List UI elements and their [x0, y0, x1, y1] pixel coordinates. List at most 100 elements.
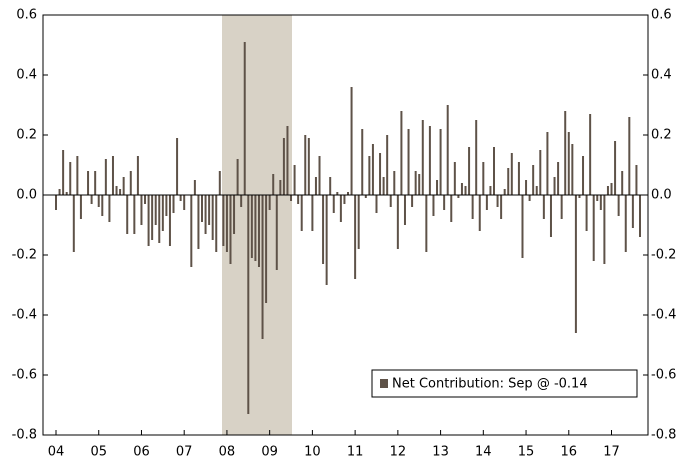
- bar: [396, 195, 399, 249]
- bar: [411, 195, 414, 207]
- bar: [400, 111, 403, 195]
- bar: [222, 195, 225, 246]
- y-tick-label: 0.0: [16, 188, 37, 203]
- x-tick-label: 10: [304, 445, 321, 460]
- bar: [610, 183, 613, 195]
- bar: [72, 195, 75, 252]
- bar: [332, 195, 335, 213]
- bar: [318, 156, 321, 195]
- bar: [311, 195, 314, 231]
- bar: [94, 171, 97, 195]
- bar: [172, 195, 175, 213]
- bar: [482, 162, 485, 195]
- y2-tick-label: -0.8: [651, 428, 676, 443]
- bar: [147, 195, 150, 246]
- y-tick-label: -0.8: [12, 428, 37, 443]
- y-tick-label: -0.6: [12, 368, 37, 383]
- bar: [596, 195, 599, 201]
- bar: [375, 195, 378, 213]
- bar: [236, 159, 239, 195]
- y2-tick-label: 0.0: [651, 188, 672, 203]
- bar: [532, 165, 535, 195]
- x-tick-label: 16: [561, 445, 578, 460]
- bar: [300, 195, 303, 231]
- bar: [624, 195, 627, 252]
- bar: [464, 186, 467, 195]
- bar: [304, 135, 307, 195]
- bar: [542, 195, 545, 219]
- y2-tick-label: 0.6: [651, 8, 672, 23]
- bar: [297, 195, 300, 204]
- bar: [151, 195, 154, 240]
- bar: [382, 177, 385, 195]
- bar: [621, 171, 624, 195]
- bar: [614, 141, 617, 195]
- bar: [225, 195, 228, 252]
- bar: [347, 192, 349, 195]
- bar: [229, 195, 232, 264]
- bar: [233, 195, 236, 234]
- bar: [560, 195, 563, 219]
- bar: [582, 156, 585, 195]
- bar: [428, 126, 431, 195]
- bar: [133, 195, 136, 234]
- bar: [201, 195, 203, 222]
- bar: [90, 195, 93, 204]
- bar: [218, 171, 221, 195]
- y-tick-label: -0.2: [12, 248, 37, 263]
- bar: [343, 195, 346, 204]
- bar: [204, 195, 207, 234]
- bar: [290, 195, 293, 201]
- bar: [432, 195, 435, 216]
- bar: [325, 195, 328, 285]
- y2-tick-label: 0.4: [651, 68, 672, 83]
- bar: [329, 177, 332, 195]
- bar: [528, 195, 531, 201]
- bar: [460, 183, 463, 195]
- bar: [485, 195, 488, 210]
- x-tick-label: 15: [518, 445, 535, 460]
- bar: [62, 150, 65, 195]
- bar: [136, 156, 139, 195]
- bar: [265, 195, 268, 303]
- bar: [418, 174, 421, 195]
- bar: [439, 129, 442, 195]
- bar: [564, 111, 567, 195]
- bar: [261, 195, 264, 339]
- legend-label: Net Contribution: Sep @ -0.14: [392, 377, 588, 392]
- bar: [161, 195, 164, 231]
- bar: [69, 162, 72, 195]
- bar: [364, 195, 367, 198]
- bar: [592, 195, 595, 261]
- bar: [425, 195, 428, 252]
- bar: [65, 192, 68, 195]
- bar: [158, 195, 161, 243]
- x-tick-label: 17: [603, 445, 620, 460]
- bar: [468, 147, 471, 195]
- bar: [268, 195, 271, 210]
- bar: [549, 195, 552, 237]
- x-tick-label: 13: [432, 445, 449, 460]
- bar: [493, 147, 495, 195]
- bar: [496, 195, 499, 207]
- bar: [314, 177, 317, 195]
- bar: [578, 195, 581, 198]
- bar: [393, 171, 396, 195]
- bar: [571, 144, 574, 195]
- bar: [144, 195, 147, 204]
- x-tick-label: 06: [133, 445, 150, 460]
- bar: [589, 114, 592, 195]
- bar: [407, 129, 410, 195]
- bar: [154, 195, 157, 225]
- bar: [500, 195, 503, 219]
- y2-tick-label: 0.2: [651, 128, 672, 143]
- bar: [574, 195, 577, 333]
- bar: [272, 174, 275, 195]
- x-tick-label: 04: [48, 445, 65, 460]
- bar: [179, 195, 182, 201]
- bar: [243, 42, 246, 195]
- bar: [87, 171, 90, 195]
- bar: [386, 135, 389, 195]
- bar: [55, 195, 57, 210]
